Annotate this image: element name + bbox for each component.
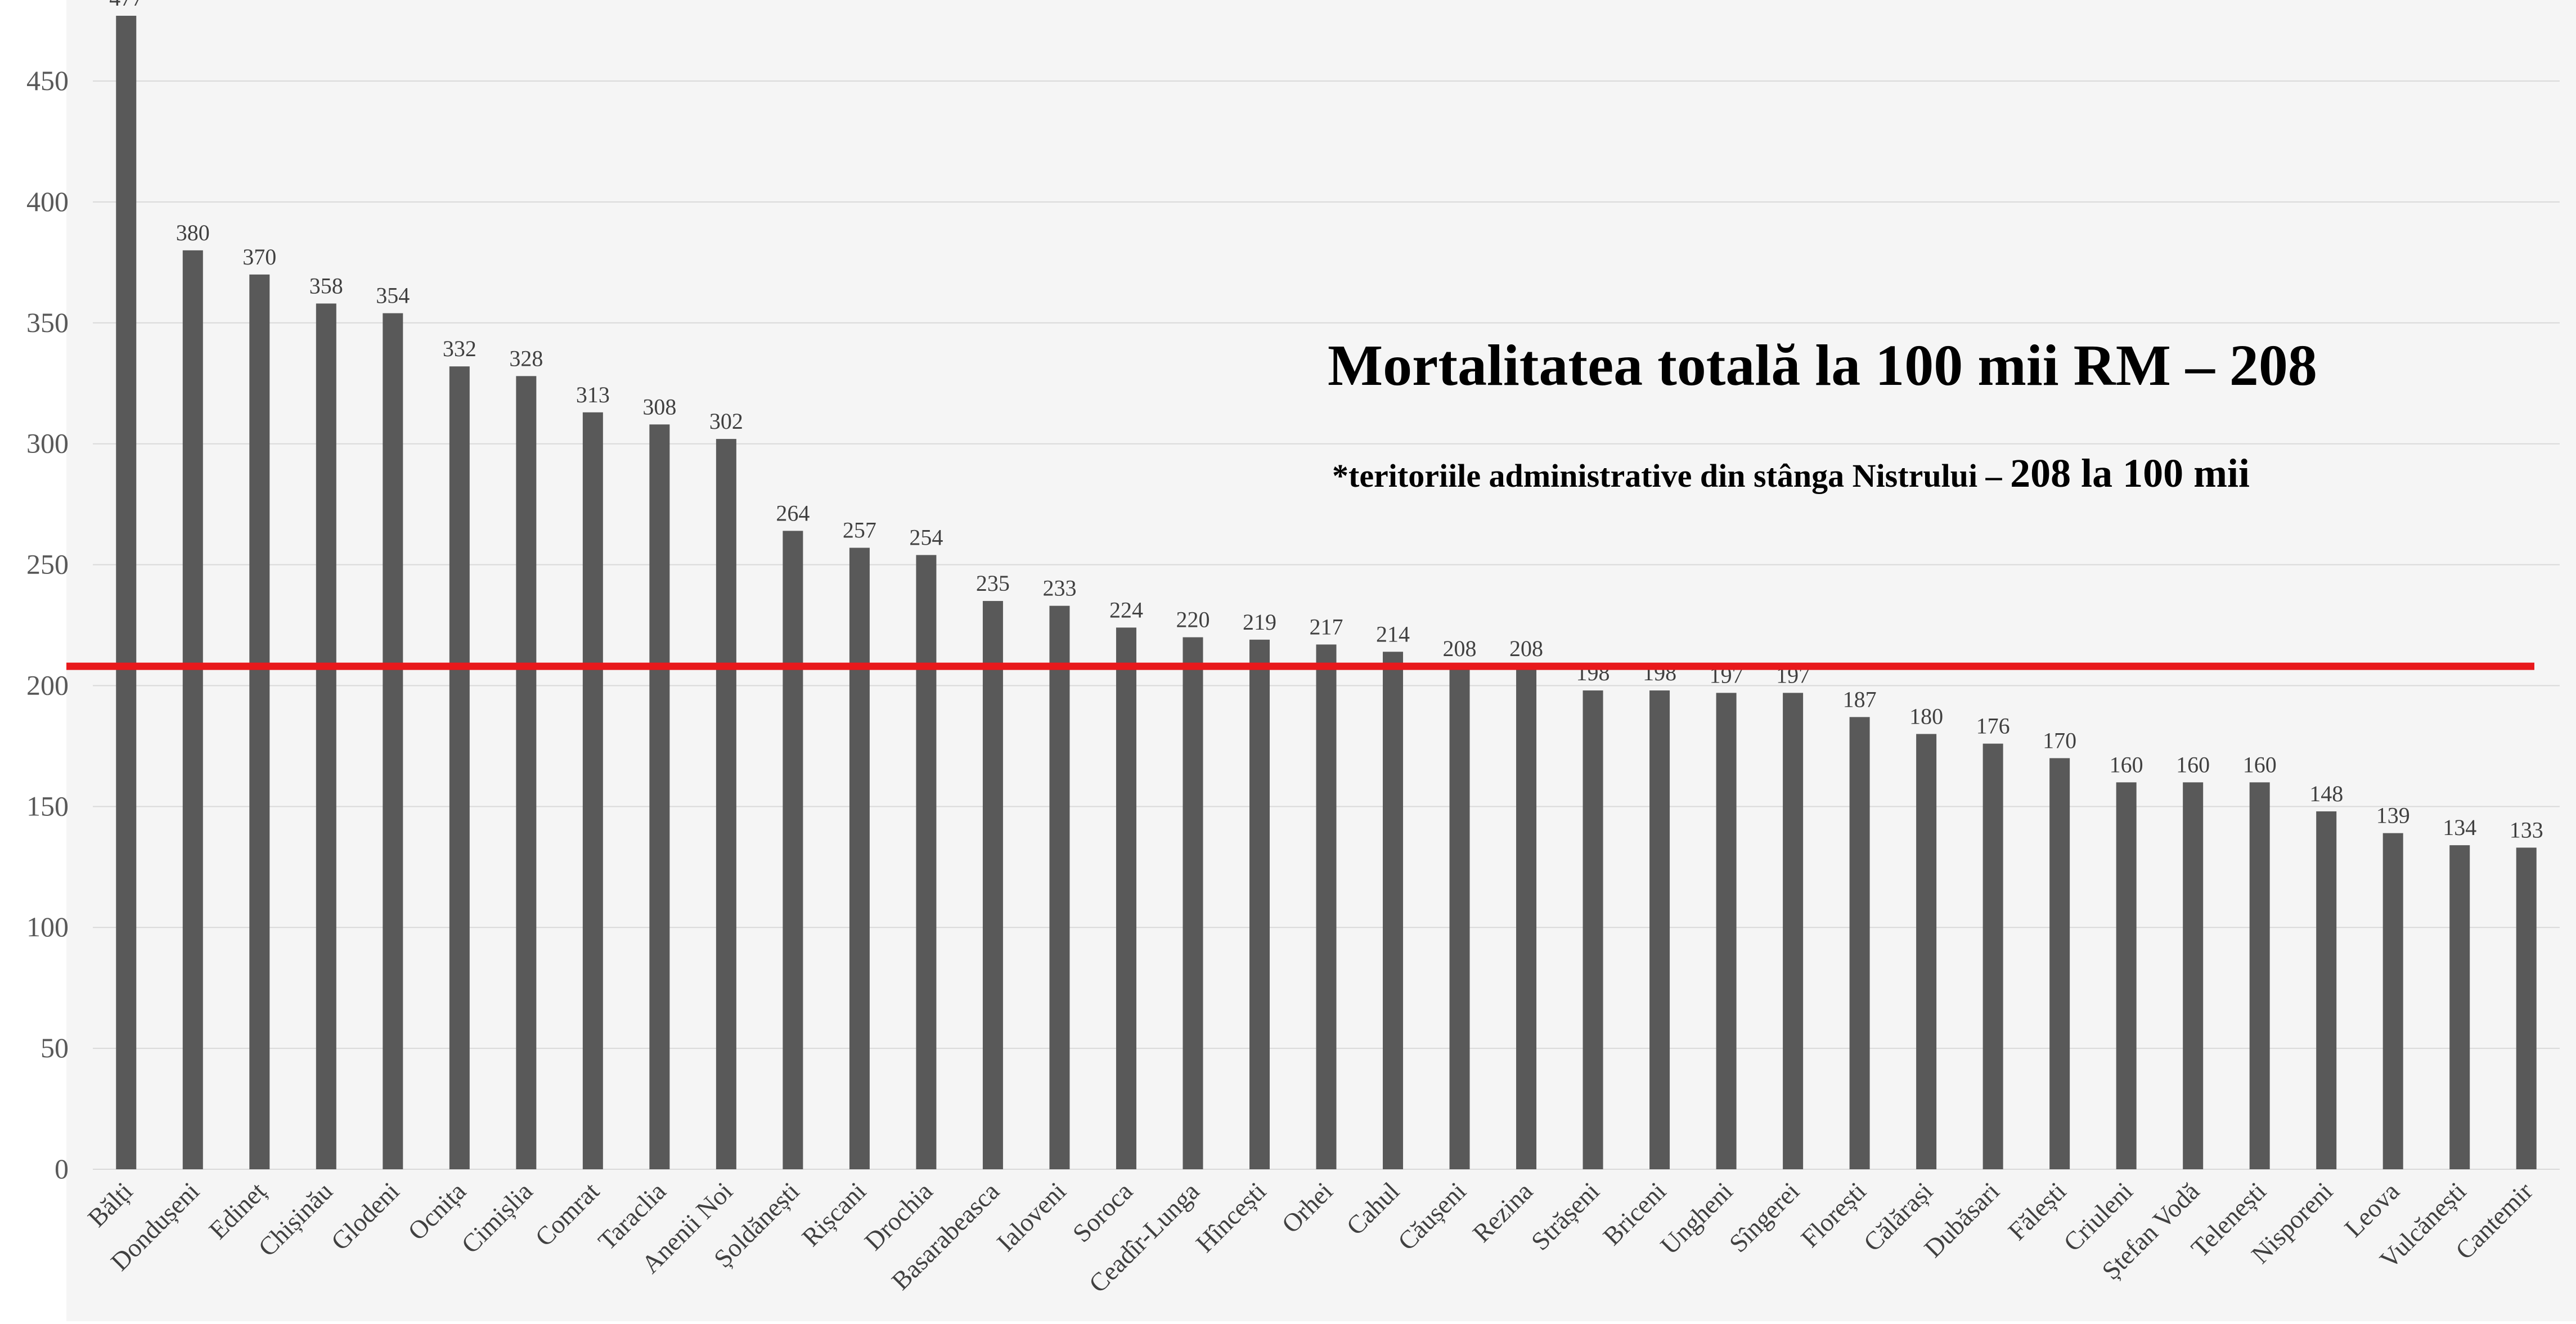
data-label: 354 <box>376 283 410 308</box>
bar-22 <box>1583 690 1603 1169</box>
bars <box>116 16 2537 1170</box>
data-label: 233 <box>1042 576 1076 601</box>
bar-20 <box>1449 666 1470 1169</box>
data-label: 264 <box>776 500 810 526</box>
data-label: 370 <box>242 244 276 270</box>
bar-5 <box>449 366 470 1170</box>
bar-14 <box>1049 605 1070 1169</box>
chart-title: Mortalitatea totală la 100 mii RM – 208 <box>1328 333 2317 398</box>
y-tick-label: 400 <box>26 186 69 217</box>
bar-21 <box>1516 666 1537 1169</box>
bar-15 <box>1116 627 1136 1169</box>
bar-8 <box>649 424 670 1169</box>
subtitle-value: 208 la 100 mii <box>2010 451 2250 496</box>
y-tick-label: 0 <box>55 1153 69 1184</box>
y-tick-label: 200 <box>26 669 69 701</box>
bar-32 <box>2249 782 2270 1169</box>
bar-17 <box>1249 639 1270 1169</box>
data-label: 308 <box>642 394 676 419</box>
bar-35 <box>2449 845 2470 1169</box>
data-label: 133 <box>2510 817 2543 842</box>
bar-24 <box>1716 693 1737 1169</box>
bar-31 <box>2183 782 2204 1169</box>
bar-16 <box>1183 637 1203 1169</box>
bar-33 <box>2316 811 2337 1169</box>
data-label: 477 <box>109 0 143 11</box>
data-label: 208 <box>1509 636 1543 661</box>
y-axis-ticks: 0 50 100 150 200 250 300 350 400 450 <box>26 65 69 1184</box>
bar-36 <box>2516 847 2537 1169</box>
bar-9 <box>716 439 736 1169</box>
data-label: 313 <box>576 382 610 407</box>
y-tick-label: 150 <box>26 790 69 822</box>
data-label: 208 <box>1443 636 1477 661</box>
data-label: 170 <box>2043 728 2076 753</box>
data-label: 257 <box>843 517 876 542</box>
data-label: 214 <box>1376 621 1410 647</box>
bar-29 <box>2049 758 2070 1169</box>
data-label: 217 <box>1310 614 1343 639</box>
bar-6 <box>516 376 537 1169</box>
data-label: 332 <box>443 336 476 361</box>
y-tick-label: 250 <box>26 549 69 580</box>
data-label: 220 <box>1176 607 1210 632</box>
bar-30 <box>2116 782 2137 1169</box>
bar-1 <box>182 250 203 1169</box>
data-label: 254 <box>909 524 943 550</box>
bar-19 <box>1383 652 1404 1169</box>
bar-26 <box>1849 717 1870 1169</box>
subtitle-text: *teritoriile administrative din stânga N… <box>1332 457 2002 494</box>
y-tick-label: 50 <box>41 1032 69 1063</box>
bar-23 <box>1649 690 1670 1169</box>
data-label: 235 <box>976 571 1010 596</box>
data-label: 180 <box>1909 703 1943 729</box>
data-label: 139 <box>2376 803 2410 828</box>
data-label: 380 <box>176 220 210 245</box>
data-label: 176 <box>1976 713 2010 739</box>
bar-28 <box>1982 743 2003 1169</box>
data-labels: 477 380 370 358 354 332 328 313 308 302 264 257 254 2… <box>109 0 2543 842</box>
data-label: 160 <box>2110 752 2143 777</box>
bar-7 <box>582 412 603 1169</box>
bar-2 <box>249 274 270 1169</box>
data-label: 219 <box>1243 609 1276 635</box>
data-label: 160 <box>2176 752 2210 777</box>
y-tick-label: 100 <box>26 911 69 942</box>
data-label: 134 <box>2443 815 2476 840</box>
y-tick-label: 300 <box>26 428 69 459</box>
data-label: 187 <box>1843 686 1877 712</box>
bar-10 <box>783 531 803 1169</box>
data-label: 358 <box>309 273 343 298</box>
data-label: 328 <box>509 345 543 371</box>
bar-0 <box>116 16 137 1169</box>
bar-25 <box>1783 693 1804 1169</box>
data-label: 302 <box>709 409 743 434</box>
bar-4 <box>383 313 403 1169</box>
bar-3 <box>316 303 336 1170</box>
bar-12 <box>916 555 937 1169</box>
y-tick-label: 350 <box>26 307 69 338</box>
bar-11 <box>849 547 870 1169</box>
data-label: 160 <box>2243 752 2277 777</box>
bar-34 <box>2382 833 2403 1169</box>
bar-18 <box>1316 644 1337 1169</box>
data-label: 148 <box>2309 781 2343 806</box>
chart-subtitle: *teritoriile administrative din stânga N… <box>1332 450 2457 497</box>
y-tick-label: 450 <box>26 65 69 96</box>
bar-13 <box>982 601 1003 1169</box>
bar-27 <box>1916 734 1937 1169</box>
data-label: 224 <box>1109 597 1143 622</box>
